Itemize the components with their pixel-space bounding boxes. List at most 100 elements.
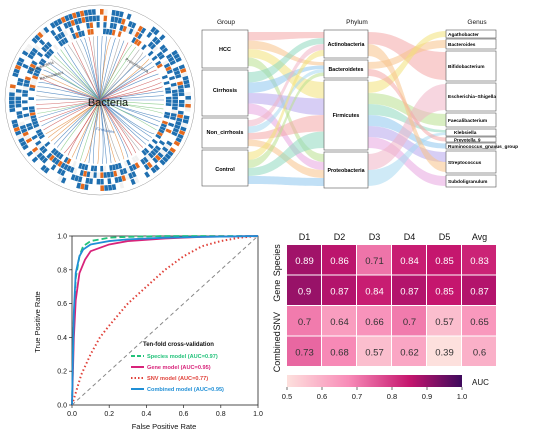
tree-ring-cell: [49, 22, 56, 29]
heatmap-cell: [462, 336, 496, 366]
heatmap-cell-value: 0.68: [330, 347, 349, 358]
tree-ring-cell: [112, 23, 118, 30]
tree-ring-cell: [165, 53, 173, 60]
sankey-node-firmicutes: [323, 79, 369, 151]
tree-ring-cell: [66, 165, 72, 172]
sankey-flows: [248, 31, 446, 186]
tree-ring-cell: [60, 169, 66, 177]
tree-ring-cell: [152, 46, 159, 53]
sankey-flow-left: [248, 72, 324, 168]
tree-center-label: Bacteria: [88, 97, 129, 109]
tree-ring-cell: [117, 162, 123, 169]
sankey-node-label: HCC: [219, 47, 231, 53]
tree-ring-cell: [124, 173, 130, 181]
tree-ring-cell: [53, 20, 60, 27]
tree-ring-cell: [26, 150, 34, 157]
tree-ring-cell: [161, 120, 169, 125]
tree-branch: [88, 99, 101, 164]
tree-ring-cell: [21, 128, 28, 134]
tree-ring-cell: [88, 15, 93, 22]
tree-ring-cell: [165, 100, 172, 103]
tree-ring-cell: [119, 24, 124, 31]
tree-ring-cell: [96, 172, 100, 178]
tree-branch: [97, 99, 101, 165]
tree-ring-cell: [96, 15, 100, 22]
tree-ring-cell: [128, 28, 134, 35]
tree-ring-cell: [171, 131, 178, 137]
tree-ring-cell: [86, 171, 91, 178]
heatmap-cell-value: 0.9: [298, 286, 311, 297]
tree-ring-cell: [174, 124, 181, 130]
tree-ring-cell: [29, 50, 36, 57]
tree-branch: [99, 39, 121, 101]
tree-ring-cell: [119, 182, 125, 189]
roc-y-tick-label: 1.0: [57, 234, 67, 241]
sankey-flow-left: [248, 115, 324, 140]
tree-ring-cell: [162, 156, 169, 163]
tree-ring-cell: [69, 166, 75, 174]
tree-ring-cell: [165, 66, 172, 72]
tree-ring-cell: [145, 154, 152, 161]
tree-ring-cell: [150, 43, 157, 50]
tree-ring-cell: [77, 31, 83, 38]
heatmap-cell-value: 0.57: [435, 317, 454, 328]
heatmap-cell: [392, 306, 426, 336]
tree-branch: [56, 99, 101, 148]
sankey-node-cirrhosis: [201, 69, 249, 117]
tree-ring-cell: [160, 123, 167, 128]
tree-ring-cell: [114, 16, 119, 23]
tree-ring-cell: [21, 50, 29, 57]
tree-branch: [93, 36, 101, 101]
roc-legend-label: Gene model (AUC=0.95): [147, 365, 211, 371]
tree-branch: [36, 90, 101, 101]
heatmap-row-label: Gene: [272, 280, 282, 302]
sankey-node-label: Faecalibacterium: [448, 118, 487, 124]
tree-ring-cell: [143, 163, 150, 171]
tree-ring-cell: [51, 156, 58, 164]
tree-ring-cell: [48, 154, 55, 161]
tree-branch: [99, 99, 163, 114]
heatmap-cell: [392, 275, 426, 305]
tree-ring-cell: [177, 133, 184, 140]
sankey-flow-left: [248, 176, 324, 186]
tree-ring-cell: [19, 124, 27, 130]
tree-ring-cell: [165, 90, 172, 94]
tree-ring-cell: [9, 84, 16, 89]
auc-heatmap: 0.89 0.86 0.71 0.84 0.85 0.83 0.9 0.87 0.84 0.87 0…: [272, 232, 496, 401]
sankey-node-label: Bifidobacterium: [448, 64, 485, 70]
tree-ring-cell: [108, 184, 113, 191]
tree-ring-cell: [73, 18, 79, 25]
tree-ring-cell: [31, 78, 38, 83]
tree-ring-cell: [146, 161, 153, 169]
tree-ring-cell: [154, 38, 161, 46]
heatmap-cell: [357, 306, 391, 336]
tree-ring-cell: [77, 176, 83, 183]
roc-x-label: False Positive Rate: [132, 422, 197, 431]
tree-ring-cell: [183, 79, 190, 85]
tree-branch: [45, 99, 101, 135]
heatmap-cell-value: 0.86: [330, 256, 349, 267]
heatmap-cell-value: 0.66: [365, 317, 384, 328]
tree-ring-cell: [22, 131, 29, 137]
tree-branch: [99, 99, 147, 145]
tree-ring-cell: [13, 126, 20, 132]
tree-ring-cell: [103, 172, 107, 178]
tree-branch: [56, 52, 101, 101]
sankey-flow-right: [368, 132, 446, 186]
tree-ring-cell: [163, 63, 171, 69]
tree-ring-cell: [171, 106, 178, 111]
tree-branch: [71, 42, 101, 101]
tree-ring-cell: [113, 170, 118, 177]
sankey-node-genus: [445, 29, 497, 39]
tree-ring-cell: [56, 25, 63, 33]
tree-ring-cell: [150, 166, 157, 174]
tree-ring-cell: [37, 131, 44, 137]
tree-ring-cell: [103, 15, 108, 22]
sankey-flow-left: [248, 131, 324, 176]
roc-series-line: [71, 235, 259, 406]
tree-ring-cell: [52, 44, 59, 51]
tree-ring-cell: [146, 31, 153, 39]
tree-ring-cell: [166, 69, 173, 75]
tree-ring-cell: [175, 73, 182, 79]
tree-ring-cell: [93, 165, 98, 172]
